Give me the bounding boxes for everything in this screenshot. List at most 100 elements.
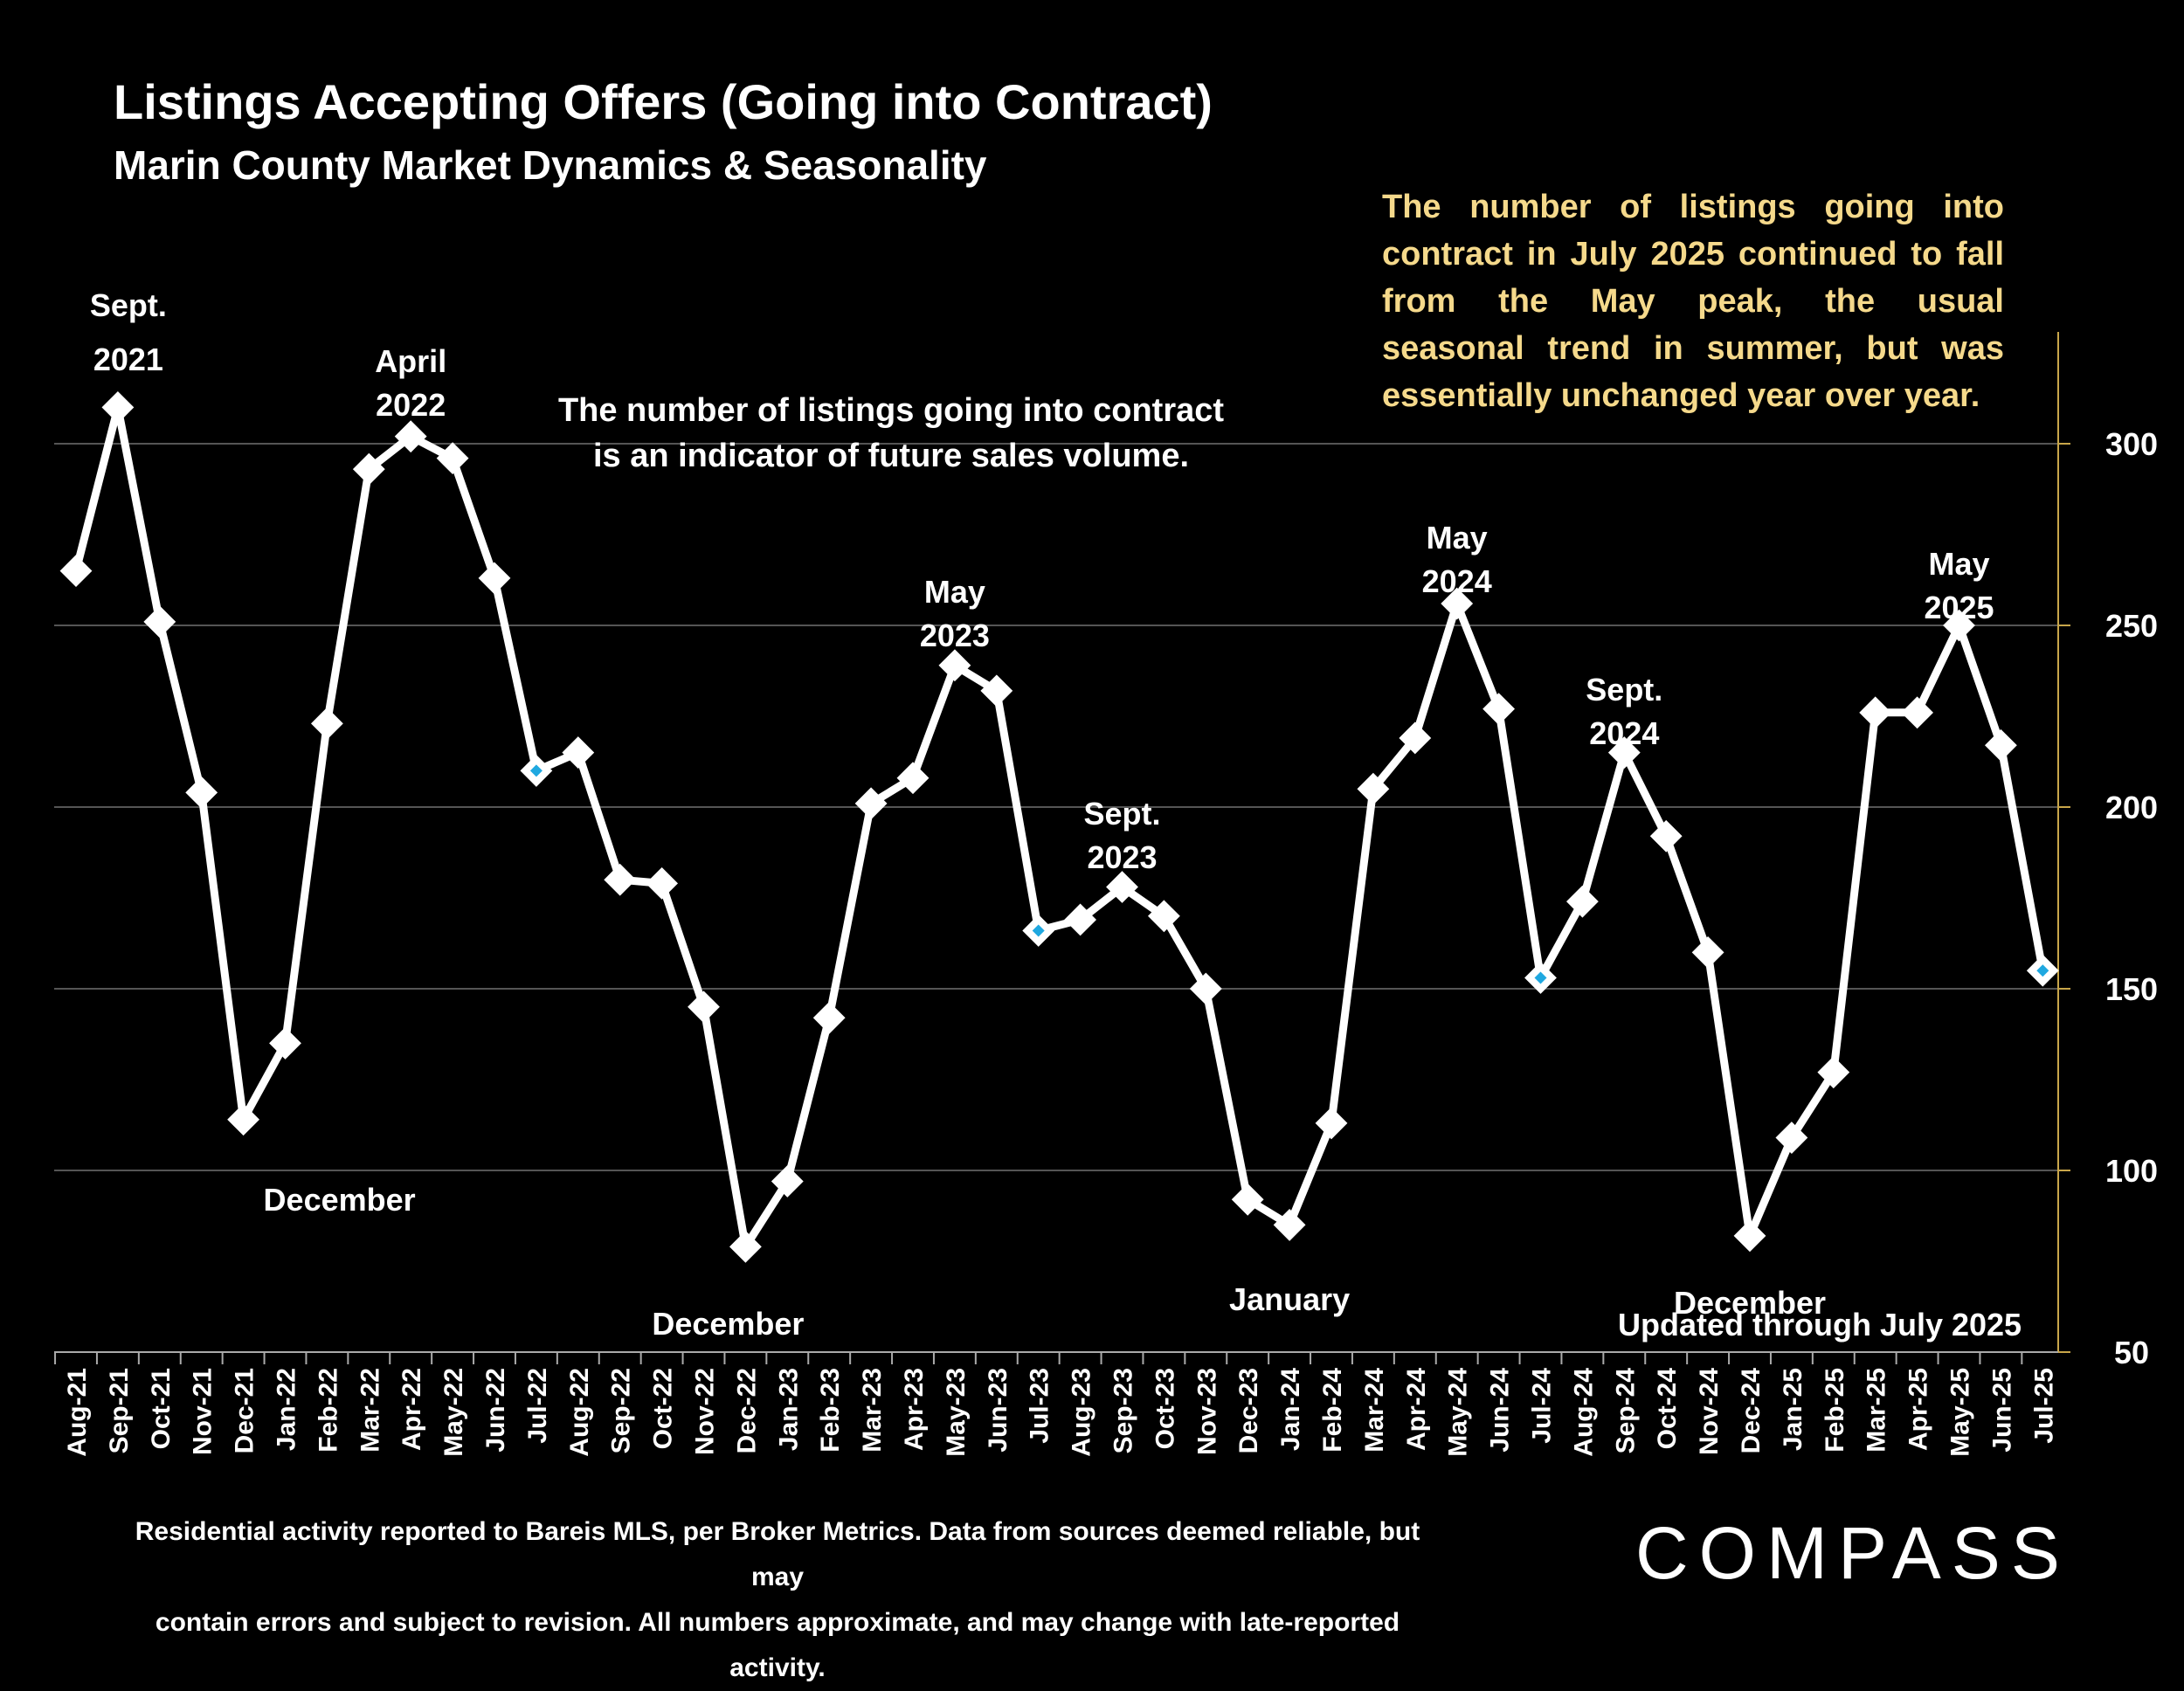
annotation-label: 2022 [376,387,446,423]
data-point [938,649,971,682]
data-point [269,1026,301,1059]
annotation-label: 2023 [1087,839,1157,875]
data-point [1315,1107,1348,1140]
updated-label: Updated through July 2025 [1618,1307,2022,1342]
data-point [729,1230,762,1263]
annotation-label: 2025 [1924,590,1994,625]
annotation-label: Sept. [1586,672,1662,707]
x-tick-label: Jan-23 [774,1368,803,1451]
center-note: The number of listings going into contra… [542,388,1241,479]
x-tick-label: Sep-23 [1109,1368,1138,1453]
right-note: The number of listings going into contra… [1382,183,2004,419]
x-tick-label: Sep-22 [607,1368,636,1453]
annotation-label: December [652,1306,804,1342]
data-point [227,1103,260,1136]
data-point [1859,696,1892,729]
data-point [812,1001,846,1034]
data-point [1147,900,1180,933]
x-tick-label: Feb-24 [1318,1368,1347,1453]
data-point [1649,819,1683,852]
data-point [1565,885,1599,918]
data-point [980,674,1013,707]
x-tick-label: Nov-23 [1192,1368,1221,1455]
x-tick-label: Oct-22 [649,1368,678,1449]
line-chart: 50 100 150 200 250 300 Aug-21 Sep-21 Oct-21 Nov-2… [54,287,2158,1457]
data-point [185,776,218,809]
x-tick-label: Nov-24 [1695,1368,1724,1455]
data-point [771,1165,804,1198]
annotation-label: 2024 [1422,563,1492,599]
data-point [1231,1183,1264,1216]
data-point [1399,721,1432,755]
x-tick-label: Jul-24 [1528,1368,1557,1444]
data-point [688,990,720,1024]
data-point [1607,736,1641,770]
data-point [436,442,469,475]
annotation-label: January [1229,1281,1350,1317]
x-tick-label: Aug-21 [63,1368,92,1457]
x-tick-label: May-23 [942,1368,971,1457]
x-tick-label: Jun-23 [984,1368,1013,1453]
y-tick-label: 50 [2114,1335,2149,1370]
highlight-marker [2036,964,2049,977]
annotation-label: December [264,1182,416,1218]
right-note-line: essentially unchanged year over year. [1382,377,1980,414]
x-tick-label: Apr-25 [1904,1368,1933,1451]
x-tick-label: Nov-21 [189,1368,218,1455]
annotation-layer: Sept. 2021 April 2022 May 2023 Sept. 2023 May 202… [90,287,1994,1342]
data-point [896,762,930,795]
x-tick-label: Dec-21 [231,1368,259,1453]
right-note-line: from the May peak, the usual [1382,283,2004,320]
x-tick-label: Dec-22 [732,1368,761,1453]
x-tick-label: Apr-24 [1402,1368,1431,1451]
x-tick-label: Oct-21 [147,1368,176,1449]
data-point [1064,903,1097,936]
right-note-line: contract in July 2025 continued to fall [1382,236,2004,273]
x-tick-label: May-24 [1444,1368,1473,1457]
x-tick-label: Feb-25 [1821,1368,1849,1453]
footer-line: Residential activity reported to Bareis … [135,1517,1420,1591]
data-point [854,787,888,820]
data-point [604,863,637,896]
x-tick-label: Jan-24 [1276,1368,1305,1451]
x-tick-label: Apr-22 [397,1368,426,1451]
highlight-marker [1032,924,1045,937]
right-note-line: The number of listings going into [1382,189,2004,225]
center-note-line: is an indicator of future sales volume. [592,438,1190,474]
y-tick-label: 250 [2105,608,2158,644]
x-tick-label: Jul-23 [1026,1368,1054,1444]
data-point [1691,935,1724,969]
annotation-label: 2024 [1589,715,1659,751]
data-point [1817,1056,1850,1089]
data-point [1984,728,2017,762]
x-tick-label: Mar-22 [356,1368,384,1453]
annotation-label: Sept. [90,287,167,323]
data-point [646,866,679,900]
data-point [562,736,595,770]
data-point [1189,972,1222,1005]
data-point [1357,772,1390,805]
annotation-label: May [1427,520,1488,556]
x-tick-label: Oct-23 [1151,1368,1179,1449]
series-layer [59,390,2059,1263]
center-note-line: The number of listings going into contra… [557,392,1225,429]
data-point [143,605,176,638]
x-tick-label: Jan-22 [273,1368,301,1451]
footer-note: Residential activity reported to Bareis … [131,1509,1424,1691]
annotation-label: May [1928,546,1989,582]
highlight-marker [1534,971,1547,984]
gridlines [54,443,2058,1171]
data-point [1482,693,1516,726]
data-point [1106,871,1138,903]
x-tick-label: Aug-23 [1068,1368,1096,1457]
x-tick-label: Oct-24 [1653,1368,1682,1450]
annotation-label: 2023 [920,618,990,653]
x-tick-label: Aug-22 [565,1368,594,1457]
x-tick-label: Mar-24 [1360,1368,1389,1453]
highlight-marker [529,764,543,777]
x-tick-label: May-22 [439,1368,468,1457]
x-tick-label: Jan-25 [1779,1368,1807,1451]
x-tick-label: Feb-23 [816,1368,845,1453]
data-point [352,452,385,486]
y-tick-label: 200 [2105,790,2158,825]
